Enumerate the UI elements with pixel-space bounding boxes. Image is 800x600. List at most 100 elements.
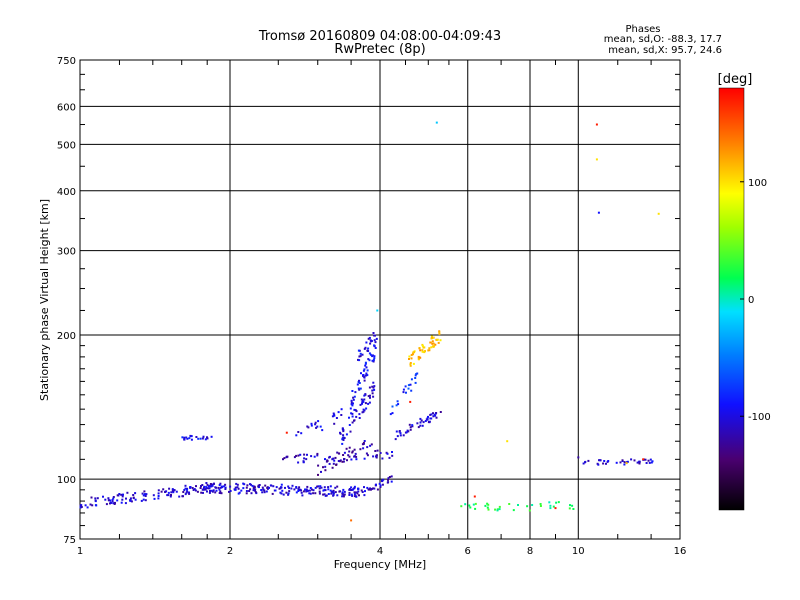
data-point [363, 440, 366, 442]
data-point [340, 408, 343, 411]
data-point [271, 492, 274, 495]
data-point [366, 454, 369, 457]
data-point [90, 496, 93, 499]
data-point [79, 506, 82, 509]
data-point [144, 499, 147, 502]
data-point [254, 491, 257, 494]
data-point [630, 458, 633, 461]
data-point [376, 309, 379, 312]
data-point [625, 462, 628, 465]
data-point [373, 388, 376, 391]
data-point [280, 486, 283, 489]
data-point [365, 452, 368, 455]
data-point [245, 490, 248, 492]
data-point [526, 505, 529, 508]
data-point [206, 436, 208, 439]
data-point [364, 346, 367, 349]
data-point [211, 490, 214, 493]
data-point [395, 404, 398, 407]
data-point [363, 457, 366, 460]
data-point [126, 491, 129, 494]
data-point [472, 503, 475, 506]
data-point [367, 402, 370, 405]
data-point [645, 462, 648, 464]
data-point [94, 497, 97, 500]
data-point [364, 393, 367, 396]
data-point [324, 469, 327, 472]
data-point [322, 466, 324, 469]
data-point [199, 437, 202, 440]
data-point [144, 495, 147, 497]
data-point [262, 488, 265, 491]
data-point [368, 336, 371, 339]
data-point [374, 450, 377, 452]
data-point [124, 502, 127, 505]
data-point [648, 461, 651, 464]
data-point [341, 460, 344, 463]
data-point [343, 493, 346, 496]
data-point [209, 483, 212, 485]
data-point [160, 490, 163, 493]
data-point [309, 487, 312, 489]
data-point [498, 508, 501, 511]
data-point [166, 494, 169, 497]
data-point [140, 499, 143, 502]
data-point [429, 413, 432, 416]
data-point [120, 493, 123, 496]
data-point [116, 494, 119, 497]
data-point [274, 489, 277, 492]
data-point [167, 494, 170, 497]
data-point [333, 459, 336, 462]
data-point [361, 399, 364, 402]
data-point [367, 358, 370, 361]
data-point [334, 456, 337, 459]
data-point [371, 359, 374, 362]
data-point [207, 485, 210, 488]
data-point [343, 437, 346, 439]
data-point [79, 504, 82, 507]
data-point [438, 331, 441, 334]
data-point [369, 339, 372, 342]
data-point [172, 489, 175, 492]
data-point [328, 456, 331, 459]
data-point [421, 424, 424, 427]
data-point [350, 399, 353, 402]
data-point [348, 455, 351, 458]
data-point [349, 430, 352, 433]
data-point [357, 487, 359, 490]
data-point [111, 499, 114, 502]
data-point [80, 506, 83, 508]
data-point [405, 391, 407, 394]
data-point [186, 488, 188, 491]
chart-subtitle: RwPretec (8p) [334, 42, 425, 57]
data-point [348, 488, 351, 490]
data-point [257, 485, 260, 488]
data-point [657, 212, 660, 215]
data-point [372, 386, 375, 389]
data-point [310, 455, 313, 458]
data-point [254, 488, 257, 491]
data-point [369, 396, 371, 399]
data-point [331, 458, 334, 461]
data-point [297, 461, 300, 464]
data-point [372, 358, 375, 361]
data-point [389, 413, 392, 416]
data-point [112, 502, 115, 505]
data-point [181, 436, 184, 439]
data-point [430, 337, 433, 340]
data-point [342, 488, 345, 491]
data-point [331, 466, 334, 469]
data-point [263, 491, 266, 494]
data-point [362, 447, 365, 450]
data-point [320, 470, 322, 473]
data-point [324, 458, 326, 461]
data-point [358, 494, 360, 497]
data-point [370, 443, 373, 446]
data-point [214, 491, 217, 494]
data-point [359, 448, 362, 451]
data-point [372, 395, 375, 398]
data-point [175, 490, 178, 493]
data-point [182, 495, 184, 498]
y-tick-label: 200 [57, 331, 76, 342]
data-point [352, 396, 355, 399]
